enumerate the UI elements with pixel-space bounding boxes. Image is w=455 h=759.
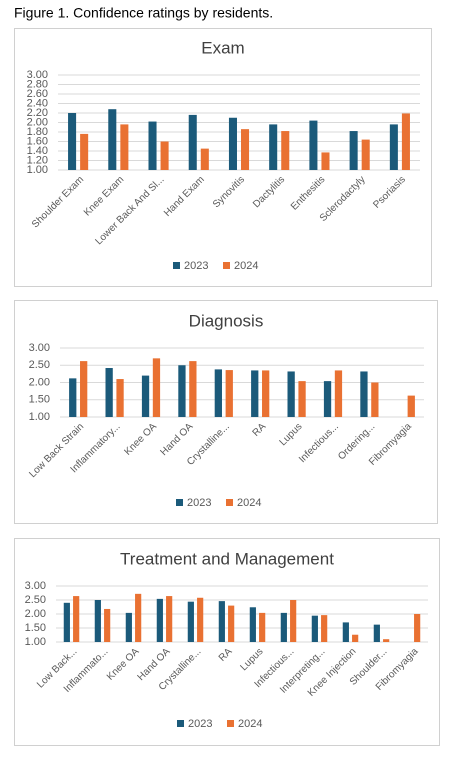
- bar: [360, 371, 368, 417]
- bar: [148, 121, 157, 170]
- bar: [361, 139, 370, 170]
- y-tick-label: 1.20: [27, 154, 48, 166]
- y-tick-label: 1.50: [29, 394, 50, 406]
- bar: [80, 361, 88, 417]
- bar: [269, 124, 278, 170]
- bar: [281, 131, 290, 170]
- bar: [104, 608, 111, 642]
- y-tick-label: 2.60: [27, 88, 48, 100]
- bar: [68, 113, 77, 170]
- y-tick-label: 3.00: [27, 69, 48, 81]
- y-tick-label: 1.80: [27, 126, 48, 138]
- y-tick-label: 1.50: [25, 622, 46, 634]
- bar: [309, 120, 318, 170]
- bar: [414, 614, 421, 642]
- bar: [108, 109, 117, 170]
- legend-swatch: [226, 499, 233, 506]
- y-tick-label: 2.50: [29, 359, 50, 371]
- bar: [383, 639, 390, 642]
- legend-label: 2024: [234, 260, 258, 272]
- bar: [80, 133, 89, 170]
- bar: [188, 114, 197, 170]
- y-tick-label: 2.20: [27, 107, 48, 119]
- figure-title: Figure 1. Confidence ratings by resident…: [14, 5, 273, 21]
- bar: [135, 593, 142, 642]
- bar: [141, 375, 150, 417]
- bar: [187, 601, 194, 642]
- legend-swatch: [223, 262, 230, 269]
- bar: [290, 600, 297, 642]
- bar: [262, 370, 270, 417]
- bar: [214, 369, 222, 417]
- y-tick-label: 1.00: [25, 636, 46, 648]
- bar: [152, 358, 161, 417]
- bar: [189, 361, 197, 417]
- y-tick-label: 2.80: [27, 78, 48, 90]
- bar: [225, 370, 233, 417]
- y-tick-label: 1.40: [27, 145, 48, 157]
- bar: [287, 371, 295, 417]
- bar: [321, 152, 330, 170]
- legend-label: 2024: [238, 718, 262, 730]
- bar: [373, 624, 380, 642]
- bar: [116, 379, 124, 417]
- bar: [228, 605, 235, 642]
- y-tick-label: 2.00: [27, 116, 48, 128]
- bar: [63, 602, 70, 642]
- bar: [197, 597, 204, 642]
- bar: [73, 596, 80, 642]
- bar: [241, 129, 250, 170]
- bar: [401, 113, 410, 170]
- bar: [342, 622, 349, 642]
- y-tick-label: 3.00: [25, 580, 46, 592]
- bar: [259, 612, 266, 642]
- y-tick-label: 2.40: [27, 97, 48, 109]
- y-tick-label: 1.60: [27, 135, 48, 147]
- bar: [105, 368, 113, 417]
- bar: [160, 141, 169, 170]
- bar: [334, 370, 343, 417]
- bar: [200, 148, 209, 170]
- bar: [156, 598, 163, 642]
- chart-title: Exam: [201, 38, 244, 57]
- bar: [349, 131, 358, 170]
- bar: [389, 124, 398, 170]
- legend-swatch: [177, 720, 184, 727]
- y-tick-label: 2.50: [25, 594, 46, 606]
- bar: [218, 601, 225, 642]
- bar: [249, 607, 256, 642]
- y-tick-label: 1.00: [29, 411, 50, 423]
- bar: [120, 124, 129, 170]
- bar: [69, 378, 77, 417]
- bar: [371, 382, 379, 417]
- bar: [311, 615, 318, 642]
- legend-label: 2023: [187, 497, 211, 509]
- legend-swatch: [227, 720, 234, 727]
- bar: [166, 596, 173, 642]
- legend-label: 2024: [237, 497, 261, 509]
- legend-swatch: [176, 499, 183, 506]
- legend-label: 2023: [188, 718, 212, 730]
- legend-swatch: [173, 262, 180, 269]
- y-tick-label: 2.00: [29, 376, 50, 388]
- y-tick-label: 3.00: [29, 342, 50, 354]
- y-tick-label: 2.00: [25, 608, 46, 620]
- bar: [323, 381, 332, 417]
- bar: [251, 370, 259, 417]
- bar: [125, 612, 132, 642]
- legend-label: 2023: [184, 260, 208, 272]
- y-tick-label: 1.00: [27, 164, 48, 176]
- chart-title: Treatment and Management: [120, 549, 334, 568]
- bar: [298, 381, 306, 417]
- bar: [407, 395, 415, 417]
- bar: [94, 600, 101, 642]
- bar: [352, 634, 359, 642]
- bar: [321, 615, 328, 642]
- chart-title: Diagnosis: [189, 311, 264, 330]
- bar: [280, 612, 287, 642]
- bar: [178, 365, 186, 417]
- bar: [228, 117, 237, 170]
